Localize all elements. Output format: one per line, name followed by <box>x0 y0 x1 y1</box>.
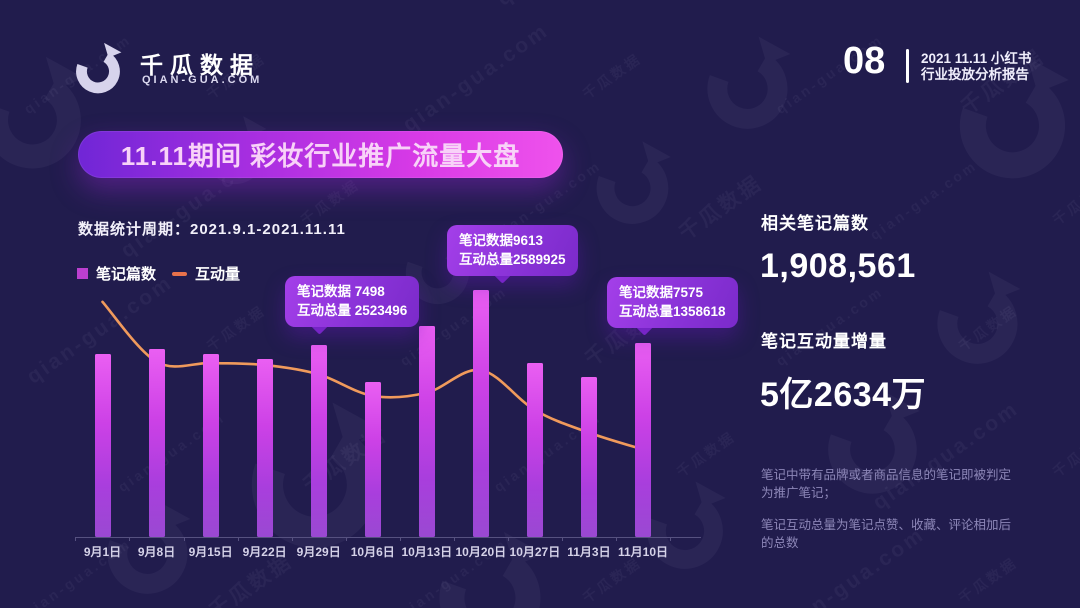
brand-domain: QIAN-GUA.COM <box>142 74 263 86</box>
x-label-10月6日: 10月6日 <box>350 545 395 559</box>
footnote-promotion-definition: 笔记中带有品牌或者商品信息的笔记即被判定为推广笔记； <box>761 468 1012 500</box>
callout-line2: 互动总量 2523496 <box>297 303 408 318</box>
x-axis-tick <box>129 537 131 541</box>
x-label-9月29日: 9月29日 <box>296 545 341 559</box>
x-label-9月8日: 9月8日 <box>137 545 176 559</box>
report-title: 2021 11.11 小红书 行业投放分析报告 <box>921 51 1031 83</box>
x-axis-tick <box>345 537 347 541</box>
x-axis-tick <box>453 537 455 541</box>
x-label-11月3日: 11月3日 <box>567 545 611 559</box>
stat-notes-label: 相关笔记篇数 <box>761 214 869 233</box>
callout-line1: 笔记数据 7498 <box>297 284 385 299</box>
line-legend-label: 互动量 <box>195 266 241 283</box>
x-label-9月1日: 9月1日 <box>83 545 122 559</box>
bar-10月6日 <box>364 382 381 537</box>
x-axis <box>75 537 701 538</box>
report-title-line2: 行业投放分析报告 <box>921 67 1029 82</box>
brand-logo-icon <box>76 42 122 94</box>
x-axis-tick <box>237 537 239 541</box>
x-axis-tick <box>183 537 185 541</box>
bar-9月22日 <box>256 359 273 537</box>
x-label-10月27日: 10月27日 <box>509 545 561 559</box>
section-title: 11.11期间 彩妆行业推广流量大盘 <box>120 141 521 171</box>
stat-engagement-value: 5亿2634万 <box>760 376 927 414</box>
x-axis-tick <box>561 537 563 541</box>
bar-9月29日 <box>310 344 327 537</box>
bar-legend-swatch <box>77 268 88 279</box>
x-label-9月15日: 9月15日 <box>188 545 233 559</box>
chart-callout-9月29日: 笔记数据 7498 互动总量 2523496 <box>285 276 420 335</box>
x-label-11月10日: 11月10日 <box>617 545 669 559</box>
callout-line2: 互动总量1358618 <box>619 304 726 319</box>
bar-10月27日 <box>526 362 543 537</box>
bar-10月13日 <box>418 326 435 537</box>
stat-engagement-label: 笔记互动量增量 <box>761 332 887 351</box>
bar-11月3日 <box>580 376 597 537</box>
page-number: 08 <box>843 40 886 82</box>
line-legend-swatch <box>172 271 188 276</box>
bar-10月20日 <box>472 290 489 537</box>
x-axis-tick <box>399 537 401 541</box>
bar-legend-label: 笔记篇数 <box>96 266 157 283</box>
x-axis-tick <box>615 537 617 541</box>
chart-callout-10月20日: 笔记数据9613 互动总量2589925 <box>447 225 578 284</box>
header-divider <box>906 49 909 83</box>
x-axis-tick <box>669 537 671 541</box>
period-label: 数据统计周期：2021.9.1-2021.11.11 <box>78 221 346 238</box>
report-title-line1: 2021 11.11 小红书 <box>921 51 1032 66</box>
bar-11月10日 <box>635 342 651 537</box>
chart-callout-11月10日: 笔记数据7575 互动总量1358618 <box>607 277 738 336</box>
x-axis-tick <box>291 537 293 541</box>
bar-9月1日 <box>94 353 111 537</box>
section-title-banner: 11.11期间 彩妆行业推广流量大盘 <box>78 131 563 178</box>
callout-line1: 笔记数据9613 <box>459 233 544 248</box>
chart-legend: 笔记篇数 互动量 <box>77 263 240 284</box>
footnote-engagement-definition: 笔记互动总量为笔记点赞、收藏、评论相加后的总数 <box>761 518 1012 550</box>
stat-notes-value: 1,908,561 <box>760 247 916 285</box>
x-axis-tick <box>75 537 77 541</box>
bar-9月8日 <box>148 348 165 537</box>
x-label-10月20日: 10月20日 <box>455 545 507 559</box>
brand-name: 千瓜数据 <box>140 52 260 78</box>
callout-line1: 笔记数据7575 <box>619 285 704 300</box>
x-label-10月13日: 10月13日 <box>401 545 453 559</box>
callout-line2: 互动总量2589925 <box>459 252 566 267</box>
x-axis-tick <box>507 537 509 541</box>
bar-9月15日 <box>202 353 219 537</box>
x-label-9月22日: 9月22日 <box>242 545 287 559</box>
